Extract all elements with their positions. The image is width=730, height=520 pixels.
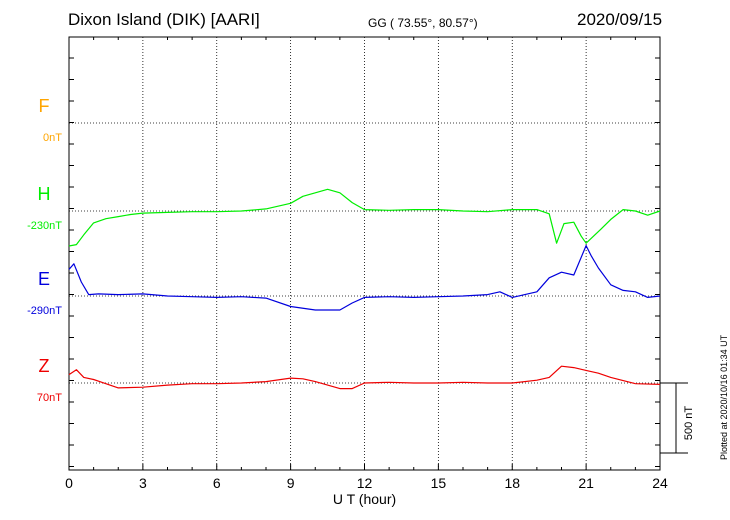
station-coordinates: GG ( 73.55°, 80.57°) [368, 16, 478, 30]
station-title: Dixon Island (DIK) [AARI] [68, 10, 260, 29]
x-axis-label: U T (hour) [333, 491, 396, 507]
baseline-value-f: 0nT [43, 132, 62, 144]
series-label-z: Z [39, 356, 50, 376]
baseline-value-z: 70nT [37, 392, 62, 404]
series-line-z [68, 365, 661, 390]
x-tick-label: 3 [139, 475, 147, 491]
series-label-h: H [38, 184, 51, 204]
x-tick-label: 9 [287, 475, 295, 491]
baseline-value-h: -230nT [27, 220, 62, 232]
series-line-h [68, 188, 661, 247]
x-tick-label: 12 [357, 475, 373, 491]
x-tick-label: 6 [213, 475, 221, 491]
baseline-value-e: -290nT [27, 305, 62, 317]
x-tick-label: 21 [578, 475, 594, 491]
plotted-timestamp: Plotted at 2020/10/16 01:34 UT [719, 334, 729, 460]
scale-bar-label: 500 nT [683, 406, 695, 441]
x-tick-label: 15 [431, 475, 447, 491]
series-label-f: F [39, 96, 50, 116]
series-line-e [68, 245, 661, 311]
plot-date: 2020/09/15 [577, 10, 663, 29]
x-tick-label: 18 [504, 475, 520, 491]
x-tick-label: 0 [65, 475, 73, 491]
series-label-e: E [38, 269, 50, 289]
x-tick-label: 24 [652, 475, 668, 491]
